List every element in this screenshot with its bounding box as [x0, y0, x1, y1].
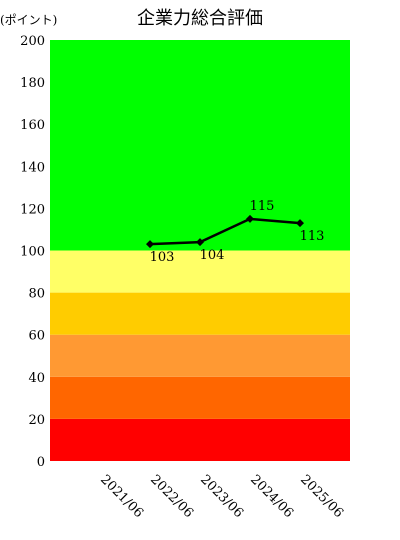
data-point	[246, 214, 254, 223]
band-0-20	[50, 418, 350, 461]
data-point	[146, 240, 154, 249]
series-layer	[146, 214, 304, 249]
band-60-80	[50, 292, 350, 335]
band-80-100	[50, 250, 350, 293]
score-bands	[50, 40, 350, 461]
series-line	[149, 217, 301, 246]
data-label: 104	[200, 248, 225, 263]
x-tick-label: 2024/06	[247, 472, 296, 521]
data-label: 115	[250, 199, 275, 214]
y-tick-label: 80	[28, 287, 45, 302]
y-tick-label: 0	[37, 455, 45, 470]
data-point	[196, 238, 204, 247]
data-labels: 103 104 115 113	[150, 199, 325, 265]
data-label: 113	[300, 229, 325, 244]
y-tick-label: 120	[20, 202, 45, 217]
y-axis: 0 20 40 60 80 100 120 140 160 180 200	[20, 34, 45, 470]
y-tick-label: 100	[20, 245, 45, 260]
data-point	[296, 219, 304, 228]
y-tick-label: 180	[20, 76, 45, 91]
chart-title: 企業力総合評価	[137, 8, 263, 29]
y-tick-label: 40	[28, 371, 45, 386]
x-tick-label: 2023/06	[197, 472, 246, 521]
y-axis-unit-label: (ポイント)	[0, 13, 57, 27]
y-tick-label: 20	[28, 413, 45, 428]
y-tick-label: 140	[20, 160, 45, 175]
y-tick-label: 60	[28, 329, 45, 344]
x-axis: 2021/06 2022/06 2023/06 2024/06 2025/06	[97, 472, 346, 521]
band-40-60	[50, 334, 350, 377]
band-100-200	[50, 40, 350, 251]
x-tick-label: 2021/06	[97, 472, 146, 521]
y-tick-label: 160	[20, 118, 45, 133]
x-tick-label: 2022/06	[147, 472, 196, 521]
data-label: 103	[150, 250, 175, 265]
band-20-40	[50, 376, 350, 419]
x-tick-label: 2025/06	[297, 472, 346, 521]
y-tick-label: 200	[20, 34, 45, 49]
